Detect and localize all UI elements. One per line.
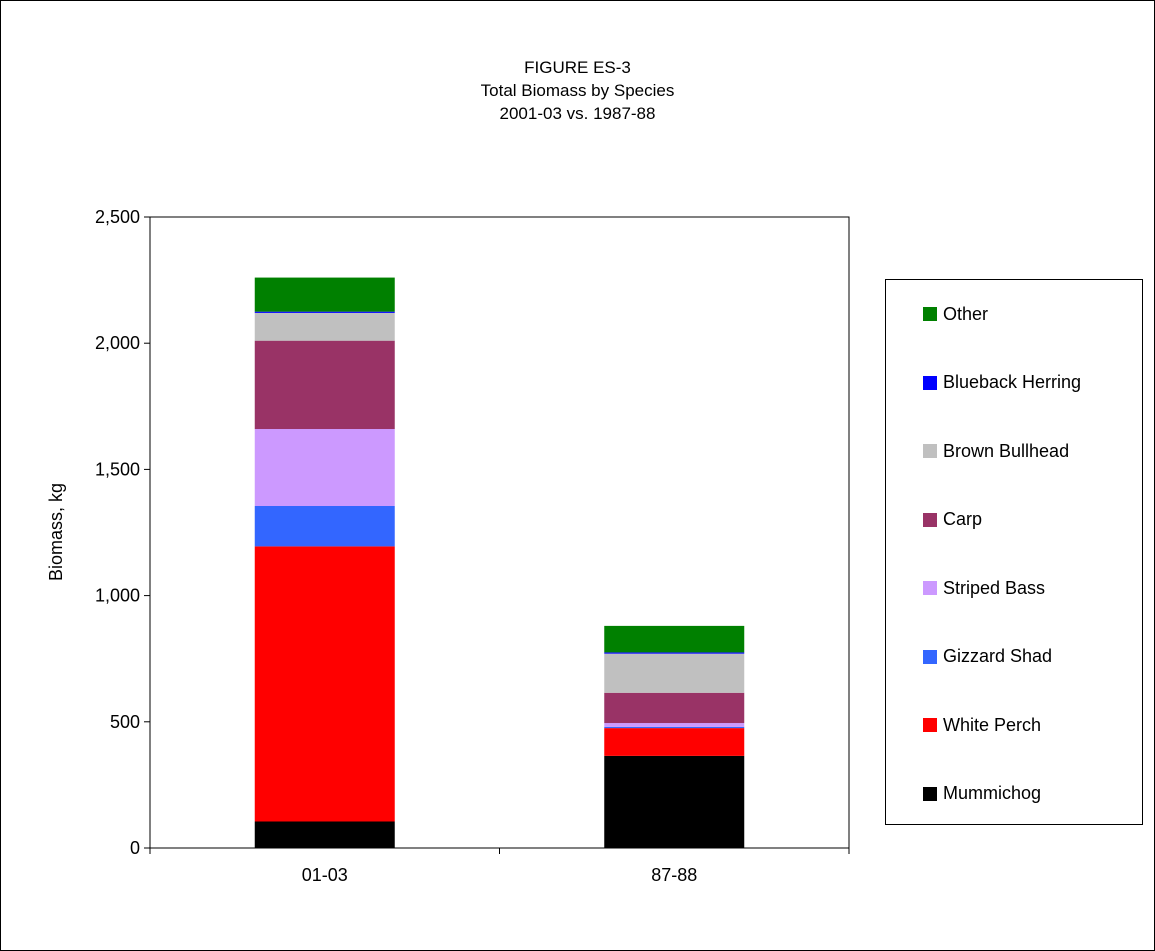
bar-segment-other bbox=[254, 277, 395, 312]
legend-swatch bbox=[923, 512, 937, 527]
legend-item: Striped Bass bbox=[923, 578, 1045, 598]
y-axis: 0 500 1,000 1,500 2,000 2,500 bbox=[95, 207, 150, 858]
y-tick-label: 1,000 bbox=[95, 586, 140, 606]
y-axis-label: Biomass, kg bbox=[46, 483, 66, 581]
legend: Other Blueback Herring Brown Bullhead Carp S… bbox=[885, 279, 1143, 825]
legend-item: Blueback Herring bbox=[923, 372, 1082, 393]
bar-segment-other bbox=[604, 625, 745, 653]
chart-title-line-2: Total Biomass by Species bbox=[480, 81, 675, 100]
y-tick-label: 2,500 bbox=[95, 207, 140, 227]
y-tick-label: 0 bbox=[130, 838, 140, 858]
legend-item: Carp bbox=[923, 509, 983, 530]
legend-swatch bbox=[923, 307, 937, 321]
legend-label: Brown Bullhead bbox=[943, 440, 1070, 461]
legend-swatch bbox=[923, 581, 937, 595]
legend-item: Mummichog bbox=[923, 783, 1042, 804]
legend-item: Brown Bullhead bbox=[923, 441, 1069, 461]
y-tick-label: 500 bbox=[110, 712, 140, 732]
y-tick-label: 1,500 bbox=[95, 459, 140, 479]
bar-segment-brown-bullhead bbox=[254, 312, 395, 341]
legend-label: Striped Bass bbox=[943, 577, 1046, 598]
chart-title-line-1: FIGURE ES-3 bbox=[524, 58, 631, 77]
legend-item: Gizzard Shad bbox=[923, 646, 1053, 667]
bar-segment-white-perch bbox=[604, 728, 745, 756]
bar-segment-mummichog bbox=[254, 821, 395, 848]
bar-segment-gizzard-shad bbox=[604, 726, 745, 729]
x-tick-label: 01-03 bbox=[302, 865, 348, 885]
legend-item: White Perch bbox=[923, 715, 1041, 735]
x-tick-label: 87-88 bbox=[651, 865, 697, 885]
bar-segment-striped-bass bbox=[254, 429, 395, 506]
legend-label: Carp bbox=[943, 509, 983, 529]
bar-segment-gizzard-shad bbox=[254, 505, 395, 547]
legend-label: Gizzard Shad bbox=[943, 646, 1053, 666]
legend-swatch bbox=[923, 375, 937, 390]
legend-label: White Perch bbox=[943, 714, 1042, 735]
bar-segment-carp bbox=[604, 692, 745, 724]
legend-label: Mummichog bbox=[943, 783, 1042, 803]
bar-segment-carp bbox=[254, 340, 395, 430]
chart-title-line-3: 2001-03 vs. 1987-88 bbox=[499, 104, 656, 123]
legend-label: Other bbox=[943, 303, 989, 324]
bar-segment-striped-bass bbox=[604, 723, 745, 727]
legend-swatch bbox=[923, 649, 937, 664]
bar-segment-white-perch bbox=[254, 546, 395, 822]
y-tick-label: 2,000 bbox=[95, 333, 140, 353]
legend-swatch bbox=[923, 718, 937, 732]
legend-item: Other bbox=[923, 304, 988, 324]
bar-segment-blueback-herring bbox=[604, 652, 745, 654]
bar-segment-mummichog bbox=[604, 755, 745, 848]
bar-segment-brown-bullhead bbox=[604, 653, 745, 693]
bar-segment-blueback-herring bbox=[254, 311, 395, 313]
legend-swatch bbox=[923, 786, 937, 801]
x-axis: 01-03 87-88 bbox=[149, 848, 850, 885]
legend-swatch bbox=[923, 444, 937, 458]
bar-group bbox=[254, 277, 745, 848]
legend-label: Blueback Herring bbox=[943, 372, 1082, 392]
